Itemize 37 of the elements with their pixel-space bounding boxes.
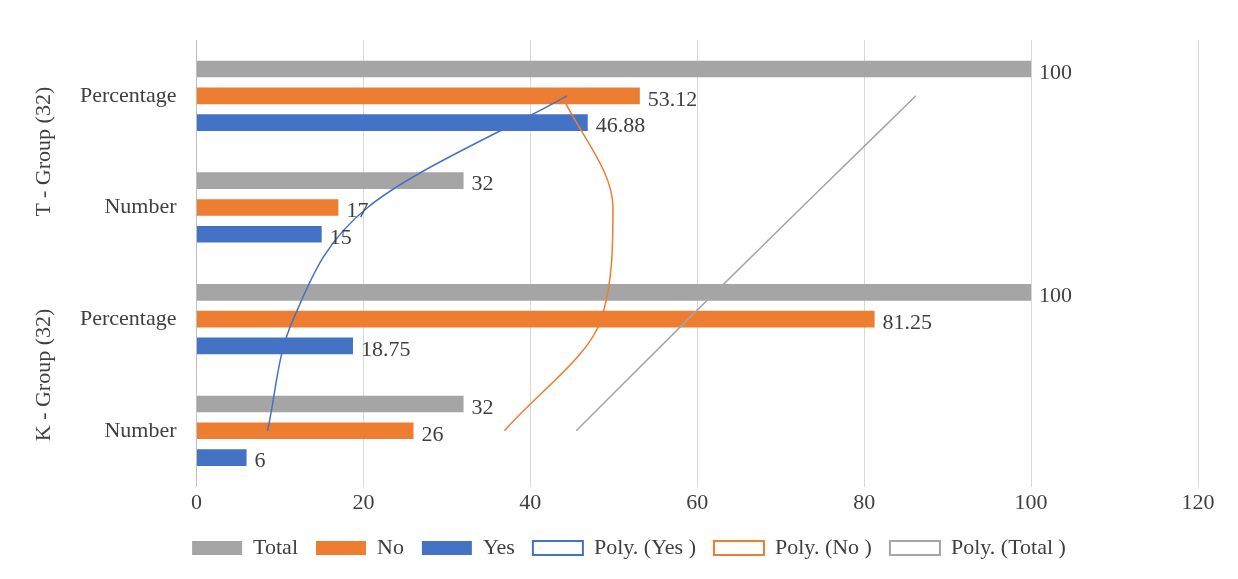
data-label: 81.25 bbox=[882, 308, 933, 334]
data-label: 18.75 bbox=[360, 335, 411, 361]
x-tick-label: 0 bbox=[191, 488, 202, 514]
legend-label: Poly. (No ) bbox=[774, 533, 872, 559]
text: T - Group (32) bbox=[29, 86, 55, 217]
x-tick-label: 80 bbox=[853, 488, 876, 514]
x-tick-label: 60 bbox=[686, 488, 709, 514]
bar bbox=[197, 395, 464, 413]
bar bbox=[197, 199, 339, 216]
bar bbox=[197, 60, 1032, 78]
text: K - Group (32) bbox=[29, 308, 55, 442]
data-label: 6 bbox=[254, 447, 266, 473]
x-tick-label: 20 bbox=[352, 488, 375, 514]
bar bbox=[197, 449, 247, 466]
data-label: 100 bbox=[1039, 282, 1073, 308]
x-tick-label: 100 bbox=[1014, 488, 1048, 514]
legend-label: No bbox=[376, 533, 404, 559]
y-tick-label: Percentage bbox=[80, 304, 177, 330]
bar bbox=[197, 422, 414, 440]
data-label: 17 bbox=[346, 197, 369, 223]
legend-label: Yes bbox=[482, 533, 515, 559]
y-tick-label: Percentage bbox=[80, 81, 177, 107]
x-tick-label: 40 bbox=[519, 488, 542, 514]
legend-label: Poly. (Yes ) bbox=[593, 533, 696, 559]
data-label: 100 bbox=[1039, 58, 1073, 84]
legend-label: Poly. (Total ) bbox=[950, 533, 1066, 559]
data-label: 32 bbox=[471, 393, 494, 419]
bar bbox=[197, 172, 464, 189]
legend-label: Total bbox=[253, 533, 299, 559]
data-label: 32 bbox=[471, 170, 494, 196]
y-tick-label: Number bbox=[104, 193, 178, 219]
bar bbox=[197, 225, 322, 243]
x-tick-label: 120 bbox=[1181, 488, 1215, 514]
data-label: 26 bbox=[421, 420, 444, 446]
data-label: 46.88 bbox=[595, 112, 646, 138]
y-tick-label: Number bbox=[104, 416, 178, 442]
data-label: 53.12 bbox=[647, 85, 698, 111]
